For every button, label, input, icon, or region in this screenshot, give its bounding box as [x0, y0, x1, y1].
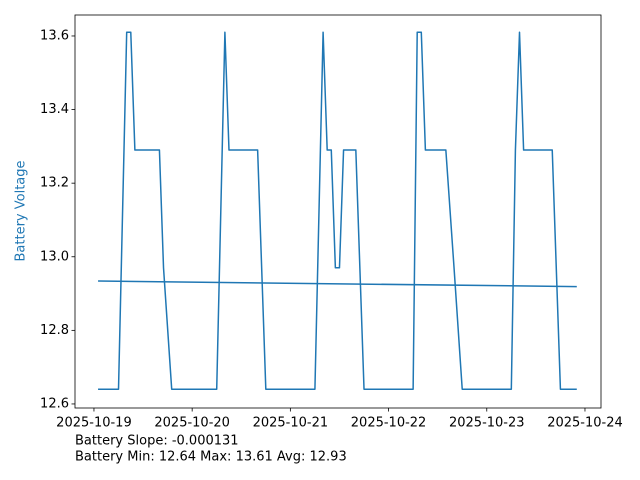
- y-tick-label: 13.4: [40, 102, 69, 117]
- y-axis-label: Battery Voltage: [14, 160, 29, 261]
- y-tick-label: 12.8: [40, 323, 69, 338]
- y-tick-label: 13.0: [40, 249, 69, 264]
- plot-frame: [74, 14, 602, 409]
- x-tick-label: 2025-10-22: [351, 416, 427, 431]
- x-tick-label: 2025-10-19: [56, 416, 132, 431]
- data-line: [98, 31, 577, 390]
- y-tick-label: 12.6: [40, 396, 69, 411]
- y-tick-label: 13.6: [40, 28, 69, 43]
- x-tick-label: 2025-10-24: [547, 416, 623, 431]
- data-line: [98, 280, 577, 288]
- x-tick-label: 2025-10-21: [253, 416, 329, 431]
- x-tick-label: 2025-10-23: [449, 416, 525, 431]
- note: Battery Slope: -0.000131: [75, 434, 239, 449]
- x-tick-label: 2025-10-20: [154, 416, 230, 431]
- y-tick-label: 13.2: [40, 176, 69, 191]
- note: Battery Min: 12.64 Max: 13.61 Avg: 12.93: [75, 450, 347, 465]
